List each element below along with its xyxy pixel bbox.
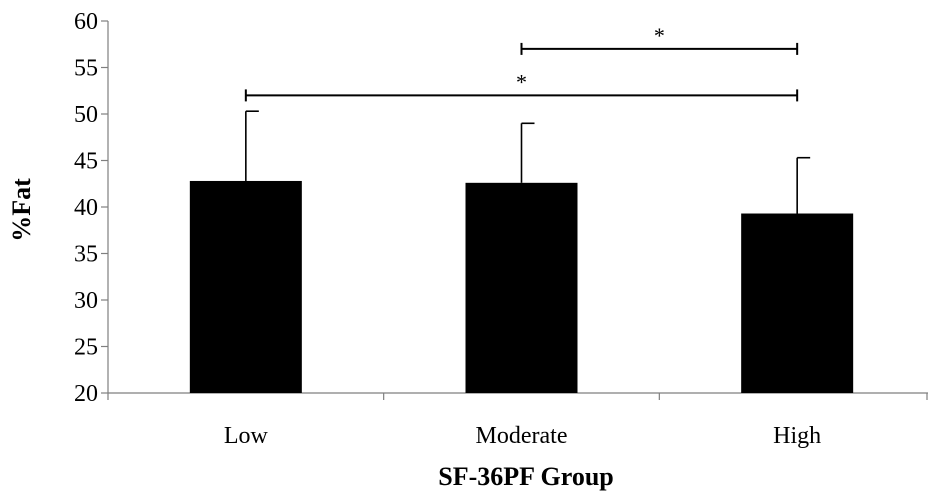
y-tick-label: 30 bbox=[74, 288, 98, 314]
significance-label: * bbox=[516, 69, 527, 94]
y-tick-label: 55 bbox=[74, 56, 98, 82]
y-tick-label: 45 bbox=[74, 149, 98, 175]
y-tick-label: 60 bbox=[74, 9, 98, 35]
x-axis: Low Moderate High bbox=[107, 392, 928, 449]
x-category-label: Low bbox=[224, 423, 269, 449]
x-axis-title: SF-36PF Group bbox=[438, 462, 614, 491]
y-tick-label: 35 bbox=[74, 242, 98, 268]
significance-brackets: ** bbox=[244, 23, 799, 102]
y-tick-label: 50 bbox=[74, 102, 98, 128]
bar bbox=[189, 180, 302, 393]
error-bars bbox=[245, 110, 811, 214]
y-axis-title: %Fat bbox=[7, 178, 36, 242]
significance-label: * bbox=[654, 23, 665, 48]
bars bbox=[189, 180, 854, 393]
y-axis: 20 25 30 35 40 45 50 55 60 bbox=[74, 9, 109, 407]
x-category-label: Moderate bbox=[476, 423, 568, 449]
bar bbox=[465, 182, 578, 393]
y-tick-label: 40 bbox=[74, 195, 98, 221]
bar bbox=[741, 213, 854, 393]
y-tick-label: 20 bbox=[74, 381, 98, 407]
y-tick-label: 25 bbox=[74, 335, 98, 361]
x-category-label: High bbox=[773, 423, 821, 449]
